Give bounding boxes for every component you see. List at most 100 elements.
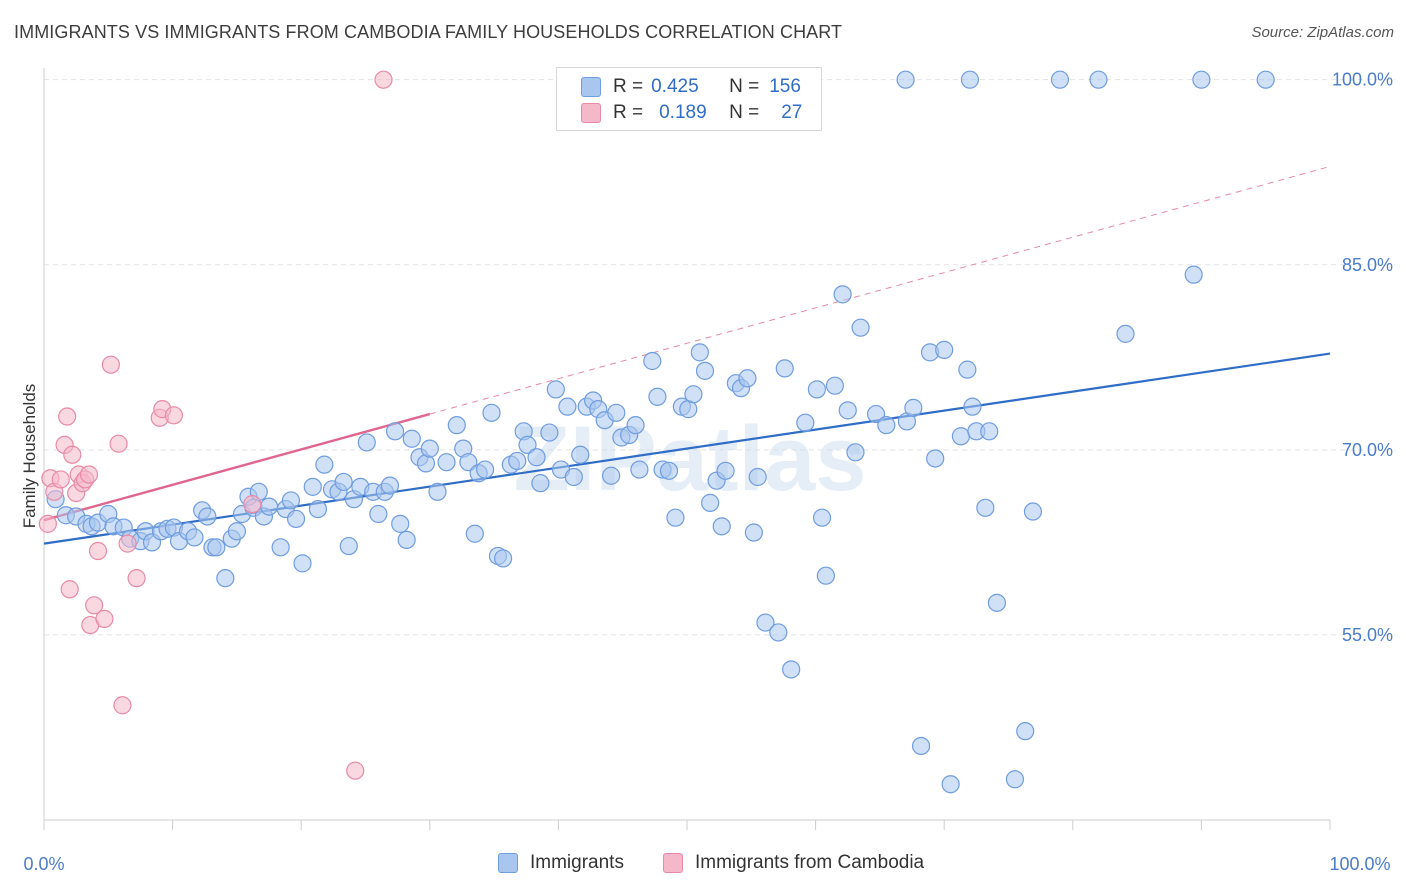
point-immigrants (976, 498, 995, 517)
point-immigrants (744, 523, 763, 542)
point-immigrants (807, 380, 826, 399)
point-immigrants (185, 528, 204, 547)
y-tick-label: 55.0% (1342, 625, 1393, 645)
point-immigrants (259, 497, 279, 516)
point-immigrants (1089, 70, 1108, 89)
point-immigrants (812, 508, 832, 527)
point-immigrants (420, 439, 439, 458)
legend-r-label: R = (613, 76, 644, 97)
point-cambodia (79, 465, 99, 484)
point-immigrants (1050, 70, 1070, 89)
legend-label: Immigrants (530, 852, 624, 873)
point-immigrants (281, 491, 301, 510)
point-cambodia (127, 569, 146, 588)
point-immigrants (775, 359, 794, 378)
point-immigrants (941, 775, 960, 794)
legend-swatch-pink (663, 853, 683, 873)
point-immigrants (227, 522, 246, 541)
point-immigrants (769, 623, 788, 642)
point-immigrants (756, 613, 775, 632)
legend-r-value: 0.425 (651, 76, 699, 97)
tick-labels: 55.0% 70.0% 85.0% 100.0% 0.0% 100.0% (23, 70, 1393, 874)
x-tick-label: 100.0% (1329, 854, 1390, 874)
point-immigrants (527, 448, 546, 467)
point-cambodia (164, 406, 183, 425)
point-immigrants (958, 360, 977, 379)
point-immigrants (293, 554, 312, 573)
bottom-legend-cambodia: Immigrants from Cambodia (663, 852, 924, 874)
y-tick-label: 70.0% (1342, 440, 1393, 460)
point-cambodia (95, 609, 114, 628)
point-immigrants (1016, 722, 1035, 741)
point-immigrants (659, 461, 679, 480)
legend-r-value: 0.189 (659, 102, 707, 123)
point-cambodia (60, 580, 79, 599)
point-immigrants (380, 476, 400, 495)
point-immigrants (796, 413, 815, 432)
point-immigrants (602, 466, 621, 485)
point-immigrants (437, 453, 456, 472)
data-points (38, 70, 1275, 794)
point-immigrants (833, 285, 852, 304)
point-immigrants (701, 493, 720, 512)
axes (43, 68, 1331, 830)
point-immigrants (531, 474, 550, 493)
point-immigrants (334, 472, 353, 492)
point-cambodia (88, 541, 108, 561)
point-cambodia (85, 596, 104, 615)
point-cambodia (118, 534, 137, 553)
legend-label: Immigrants from Cambodia (695, 852, 925, 873)
point-immigrants (518, 435, 537, 455)
legend-n-label: N = (729, 76, 760, 97)
point-cambodia (101, 355, 120, 374)
point-immigrants (643, 351, 662, 371)
point-immigrants (465, 524, 484, 543)
point-immigrants (896, 70, 915, 89)
point-immigrants (716, 461, 735, 480)
point-immigrants (385, 422, 405, 441)
point-immigrants (369, 504, 388, 524)
point-immigrants (825, 376, 844, 395)
legend-row-immigrants: R = 0.425 N = 156 (581, 75, 801, 99)
point-immigrants (308, 499, 328, 519)
point-immigrants (738, 369, 757, 388)
point-cambodia (109, 434, 128, 453)
point-immigrants (712, 517, 731, 536)
point-immigrants (963, 397, 982, 416)
point-immigrants (558, 397, 577, 416)
y-tick-label: 100.0% (1332, 70, 1393, 90)
y-tick-label: 85.0% (1342, 255, 1393, 275)
point-immigrants (782, 660, 801, 679)
point-immigrants (630, 460, 649, 479)
point-immigrants (315, 455, 334, 474)
point-immigrants (571, 445, 590, 464)
point-immigrants (391, 514, 410, 533)
point-immigrants (286, 509, 306, 529)
point-immigrants (1184, 265, 1203, 284)
point-immigrants (866, 404, 886, 424)
point-immigrants (357, 433, 376, 452)
point-cambodia (346, 761, 365, 780)
x-tick-label: 0.0% (23, 854, 64, 874)
point-cambodia (243, 495, 262, 514)
point-immigrants (564, 467, 583, 487)
point-immigrants (851, 318, 870, 337)
point-immigrants (397, 530, 416, 550)
point-immigrants (607, 403, 626, 422)
point-immigrants (1023, 502, 1043, 521)
legend-n-value: 156 (769, 76, 801, 97)
bottom-legend-immigrants: Immigrants (498, 852, 624, 874)
point-immigrants (648, 387, 667, 406)
point-immigrants (816, 566, 835, 585)
point-immigrants (935, 340, 954, 359)
chart-title: IMMIGRANTS VS IMMIGRANTS FROM CAMBODIA F… (14, 22, 843, 42)
point-immigrants (1256, 70, 1275, 89)
point-immigrants (216, 569, 235, 588)
legend-swatch-pink (581, 103, 601, 123)
point-immigrants (748, 467, 767, 487)
source-note: Source: ZipAtlas.com (1251, 24, 1394, 41)
point-immigrants (540, 423, 559, 442)
point-immigrants (695, 361, 715, 380)
point-immigrants (482, 403, 501, 422)
